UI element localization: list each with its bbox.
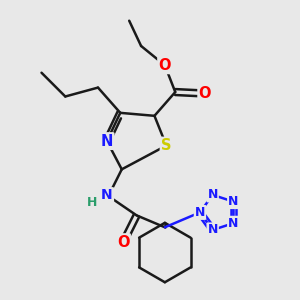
Text: S: S bbox=[161, 138, 172, 153]
Text: N: N bbox=[228, 217, 238, 230]
Text: O: O bbox=[199, 86, 211, 101]
Text: N: N bbox=[208, 224, 218, 236]
Text: N: N bbox=[208, 188, 218, 201]
Text: H: H bbox=[87, 196, 97, 209]
Text: N: N bbox=[101, 134, 113, 148]
Text: N: N bbox=[228, 195, 238, 208]
Text: N: N bbox=[101, 188, 113, 203]
Text: O: O bbox=[117, 235, 130, 250]
Text: N: N bbox=[195, 206, 205, 219]
Text: O: O bbox=[159, 58, 171, 73]
